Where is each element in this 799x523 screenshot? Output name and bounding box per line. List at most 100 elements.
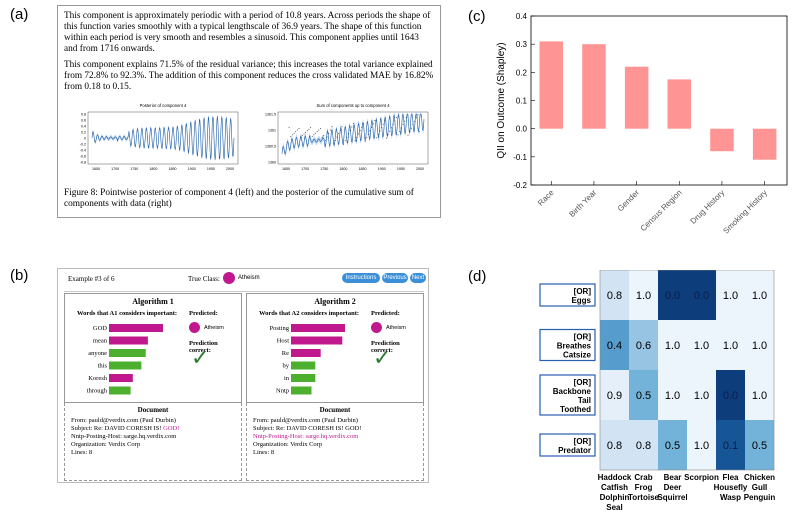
row-label-box bbox=[539, 374, 596, 416]
right-plot-data-point bbox=[382, 123, 384, 125]
column-label: Scorpion bbox=[684, 473, 719, 482]
y-tick-label: 0.1 bbox=[516, 97, 528, 106]
algorithm-1-word-bars: GOD mean anyone this Koresh through bbox=[87, 324, 163, 395]
algorithm-2-document-line: Nntp-Posting-Host: sarge.hq.verdix.com bbox=[253, 433, 359, 440]
y-tick-label: 0.3 bbox=[516, 40, 528, 49]
column-label: Haddock bbox=[598, 473, 632, 482]
heatmap-cell-label: 0.8 bbox=[636, 440, 651, 452]
algorithm-2-word-bar bbox=[291, 324, 345, 332]
heatmap-cell-label: 0.0 bbox=[694, 290, 709, 302]
right-plot-data-point bbox=[371, 126, 373, 128]
algorithm-1-document-line: Nntp-Posting-Host: sarge.hq.verdix.com bbox=[71, 433, 177, 440]
right-plot-data-point bbox=[344, 140, 346, 142]
right-plot-data-point bbox=[367, 133, 369, 135]
algorithm-1-word-bar bbox=[109, 324, 163, 332]
heatmap-cell bbox=[629, 420, 658, 470]
algorithm-1-document-line: Organization: Verdix Corp bbox=[71, 441, 141, 448]
right-plot-data-point bbox=[402, 124, 404, 126]
right-plot-data-point bbox=[414, 120, 416, 122]
right-plot-data-point bbox=[359, 130, 361, 132]
right-plot-data-point bbox=[318, 129, 320, 131]
right-plot-data-point bbox=[356, 137, 358, 138]
previous-button[interactable]: Previous bbox=[382, 273, 408, 283]
heatmap-cell-label: 0.0 bbox=[723, 390, 738, 402]
right-plot-xtick: 1700 bbox=[301, 167, 309, 171]
column-label: Housefly bbox=[714, 483, 748, 492]
algorithm-2-predicted-label: Predicted: bbox=[371, 310, 400, 317]
instructions-button[interactable]: Instructions bbox=[342, 273, 380, 283]
right-plot-data-point bbox=[357, 133, 359, 135]
column-label: Deer bbox=[664, 483, 682, 492]
row-label: [OR] bbox=[574, 378, 592, 387]
right-plot-data-point bbox=[290, 135, 292, 137]
paper-figure-panel: This component is approximately periodic… bbox=[57, 5, 441, 218]
y-tick-label: 0.4 bbox=[516, 12, 528, 21]
true-class-label: True Class: bbox=[188, 275, 220, 283]
algorithm-1-word-bar bbox=[109, 374, 133, 382]
algorithm-2-predicted-value: Atheism bbox=[386, 325, 406, 331]
right-plot-xtick: 1950 bbox=[397, 167, 405, 171]
algorithm-2-document-line: Subject: Re: DAVID CORESH IS! GOD! bbox=[253, 425, 362, 432]
left-plot-xtick: 1650 bbox=[92, 167, 100, 171]
heatmap-cell-label: 1.0 bbox=[665, 390, 680, 402]
x-tick-label: Gender bbox=[616, 188, 641, 213]
column-label: Wasp bbox=[720, 493, 741, 502]
algorithm-1-document-line: From: pauld@verdix.com (Paul Durbin) bbox=[71, 417, 176, 424]
row-label: [OR] bbox=[574, 287, 592, 296]
right-plot-data-point bbox=[326, 136, 328, 138]
algorithm-2-word-bar bbox=[291, 374, 316, 382]
heatmap-cell bbox=[629, 320, 658, 370]
right-plot-data-point bbox=[419, 131, 420, 133]
heatmap-cell bbox=[716, 370, 745, 420]
row-label: Backbone bbox=[553, 387, 592, 396]
right-plot-data-point bbox=[399, 130, 401, 132]
right-plot-frame bbox=[277, 111, 429, 165]
right-plot-data-point bbox=[410, 127, 412, 129]
right-plot-data-point bbox=[407, 134, 409, 136]
algorithm-2-word-bar bbox=[291, 386, 312, 395]
heatmap-cell-label: 0.9 bbox=[607, 390, 622, 402]
right-plot-data-point bbox=[341, 126, 343, 128]
right-plot-data-point bbox=[310, 127, 312, 129]
row-label-box bbox=[539, 328, 596, 362]
algorithm-2-word-label: Nntp bbox=[276, 388, 289, 395]
heatmap-cell bbox=[745, 320, 774, 370]
right-plot-data-point bbox=[387, 134, 389, 136]
row-label-box bbox=[539, 433, 596, 457]
paragraph-2: This component explains 71.5% of the res… bbox=[64, 60, 434, 92]
algorithm-2-document-line: From: pauld@verdix.com (Paul Durbin) bbox=[253, 417, 358, 424]
algorithm-1-document-line: Lines: 8 bbox=[71, 449, 93, 456]
heatmap-cell bbox=[745, 420, 774, 470]
right-plot-data-point bbox=[291, 134, 293, 136]
algorithm-2-prediction-correct-label: Prediction correct: bbox=[371, 340, 400, 354]
right-plot-data-point bbox=[366, 137, 368, 139]
heatmap-cell-label: 0.0 bbox=[665, 290, 680, 302]
algorithm-2-word-label: by bbox=[283, 363, 290, 370]
algorithm-1-document-line: Subject: Re: DAVID CORESH IS! GOD! bbox=[71, 425, 180, 432]
algorithm-2-predicted-dot bbox=[371, 322, 382, 333]
right-plot-data-point bbox=[295, 131, 297, 133]
true-class-dot bbox=[223, 272, 235, 284]
algorithm-1-predicted-value: Atheism bbox=[204, 325, 224, 331]
algorithm-2-word-bars: Posting Host Re by in Nntp bbox=[269, 324, 345, 395]
algorithm-2-check-icon: ✓ bbox=[373, 346, 392, 371]
left-plot-xtick: 1800 bbox=[149, 167, 157, 171]
right-plot-data-point bbox=[339, 129, 341, 131]
column-label: Catfish bbox=[601, 483, 628, 492]
next-button[interactable]: Next bbox=[410, 273, 426, 283]
left-plot-xtick: 1900 bbox=[188, 167, 196, 171]
right-plot-ytick: 1361 bbox=[268, 128, 276, 132]
algorithm-1-prediction-correct-label: Prediction correct: bbox=[189, 340, 218, 354]
right-plot-data-point bbox=[415, 117, 417, 119]
panel-label-b: (b) bbox=[10, 267, 29, 284]
panel-label-c: (c) bbox=[468, 8, 486, 25]
left-plot-ytick: -0.6 bbox=[80, 154, 86, 158]
heatmap-cell-label: 1.0 bbox=[752, 340, 767, 352]
right-plot-data-point bbox=[376, 137, 378, 139]
heatmap-cell-label: 0.4 bbox=[607, 340, 622, 352]
column-label: Bear bbox=[664, 473, 682, 482]
heatmap-cell-label: 1.0 bbox=[723, 340, 738, 352]
right-plot-ytick: 1360 bbox=[268, 160, 276, 164]
right-plot-data-point bbox=[320, 127, 321, 129]
